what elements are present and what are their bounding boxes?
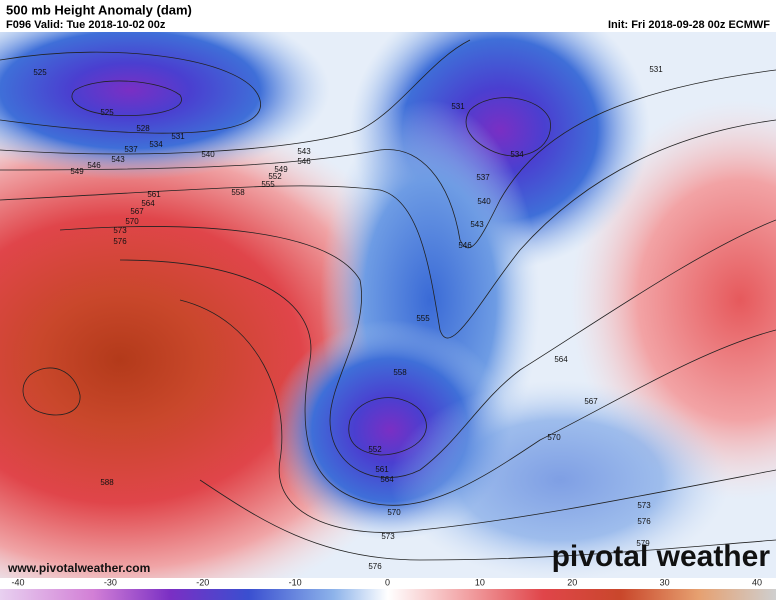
contour-label: 576 — [368, 562, 382, 571]
anomaly-trough — [390, 380, 730, 580]
contour-label: 558 — [231, 188, 245, 197]
contour-label: 588 — [100, 478, 114, 487]
brand: pivotal weather — [552, 540, 771, 573]
contour-labels: 5255255285315345375405435465495435465495… — [33, 65, 663, 571]
contour-label: 537 — [476, 173, 490, 182]
contour-label: 546 — [87, 161, 101, 170]
website: www.pivotalweather.com — [7, 561, 150, 575]
contour-label: 531 — [451, 102, 465, 111]
colorbar-tick-label: -20 — [196, 577, 209, 587]
contour-label: 567 — [584, 397, 598, 406]
contour-label: 558 — [393, 368, 407, 377]
contour-label: 534 — [149, 140, 163, 149]
colorbar-tick-label: 40 — [752, 577, 762, 587]
colorbar-tick-label: 20 — [567, 577, 577, 587]
contour-label: 561 — [147, 190, 161, 199]
contour-label: 546 — [297, 157, 311, 166]
colorbar-tick-label: 0 — [385, 577, 390, 587]
contour-label: 573 — [113, 226, 127, 235]
colorbar-tick-label: 10 — [475, 577, 485, 587]
contour-label: 573 — [381, 532, 395, 541]
contour-label: 576 — [637, 517, 651, 526]
contour-label: 540 — [477, 197, 491, 206]
contour-label: 573 — [637, 501, 651, 510]
anomaly-trough — [0, 0, 330, 180]
colorbar-tick-label: -40 — [11, 577, 24, 587]
contour-label: 576 — [113, 237, 127, 246]
contour-label: 543 — [111, 155, 125, 164]
contour-label: 528 — [136, 124, 150, 133]
valid-time: F096 Valid: Tue 2018-10-02 00z — [6, 19, 166, 31]
contour-label: 564 — [380, 475, 394, 484]
contour-label: 549 — [274, 165, 288, 174]
contour-label: 537 — [124, 145, 138, 154]
contour-label: 531 — [649, 65, 663, 74]
contour-label: 534 — [510, 150, 524, 159]
contour-label: 561 — [375, 465, 389, 474]
contour-label: 564 — [554, 355, 568, 364]
map-title: 500 mb Height Anomaly (dam) — [6, 2, 192, 17]
contour-label: 555 — [416, 314, 430, 323]
height-contours — [0, 39, 776, 561]
contour-label: 555 — [261, 180, 275, 189]
contour-label: 549 — [70, 167, 84, 176]
contour-label: 579 — [636, 539, 650, 548]
contour-label: 552 — [368, 445, 382, 454]
contour-label: 525 — [33, 68, 47, 77]
contour-label: 552 — [268, 172, 282, 181]
colorbar-tick-label: 30 — [660, 577, 670, 587]
contour-label: 525 — [100, 108, 114, 117]
colorbar — [0, 589, 776, 600]
contour-label: 543 — [297, 147, 311, 156]
contour-label: 570 — [547, 433, 561, 442]
contour-label: 564 — [141, 199, 155, 208]
colorbar-tick-label: -30 — [104, 577, 117, 587]
contour-label: 531 — [171, 132, 185, 141]
contour-label: 567 — [130, 207, 144, 216]
contour-label: 546 — [458, 241, 472, 250]
header-bar — [0, 0, 776, 32]
contour-label: 540 — [201, 150, 215, 159]
contour-label: 570 — [125, 217, 139, 226]
contour-label: 570 — [387, 508, 401, 517]
colorbar-tick-label: -10 — [289, 577, 302, 587]
contour-label: 543 — [470, 220, 484, 229]
colorbar-ticks: -40 -30 -20 -10 0 10 20 30 40 — [11, 577, 762, 587]
init-time: Init: Fri 2018-09-28 00z ECMWF — [608, 19, 770, 31]
